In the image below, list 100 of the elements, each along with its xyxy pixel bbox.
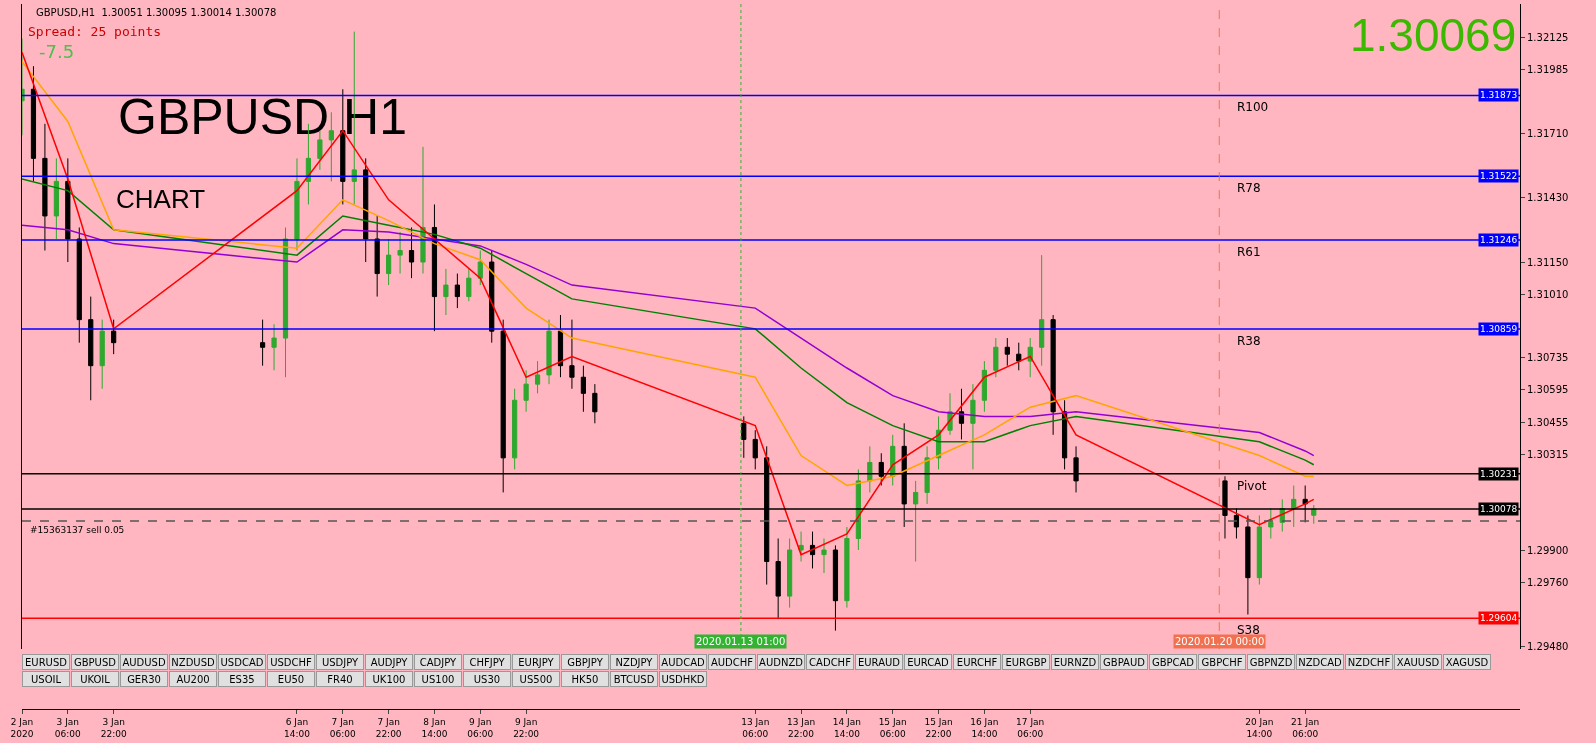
candlestick: [523, 369, 529, 413]
symbol-button: GBPCAD: [1149, 654, 1197, 670]
ref-line-label: R61: [1237, 245, 1261, 259]
candlestick: [363, 157, 369, 263]
candlestick: [30, 65, 37, 182]
ref-line-label: 2020.01.13 01:00: [696, 636, 786, 647]
x-tick-label: 15 Jan 22:00: [924, 716, 953, 739]
candlestick: [454, 273, 460, 309]
candlestick: [1039, 254, 1045, 367]
x-tick-label: 6 Jan 14:00: [284, 716, 311, 739]
symbol-button: AUDCAD: [659, 654, 707, 670]
x-tick-label: 7 Jan 06:00: [329, 716, 357, 739]
symbol-button: XAGUSD: [1443, 654, 1491, 670]
y-tick-label: 1.30735: [1527, 352, 1569, 364]
candlestick: [477, 250, 483, 286]
y-tick-label: 1.31430: [1527, 192, 1569, 204]
ref-line-label: R78: [1237, 181, 1261, 195]
symbol-button: CADJPY: [414, 654, 462, 670]
symbol-button: GBPUSD: [71, 654, 119, 670]
symbol-button: AU200: [169, 671, 217, 687]
annotation: 1.31873: [1480, 90, 1518, 100]
candlestick: [592, 383, 598, 424]
symbol-button: US500: [512, 671, 560, 687]
candlestick: [1245, 514, 1251, 616]
text: CHART: [116, 184, 206, 214]
symbol-button: BTCUSD: [610, 671, 658, 687]
annotation: 1.31522: [1480, 171, 1518, 181]
x-tick-label: 9 Jan 06:00: [467, 716, 494, 739]
candlestick: [1016, 342, 1022, 371]
symbol-button: EURUSD: [22, 654, 70, 670]
y-tick-label: 1.29760: [1527, 576, 1569, 588]
symbol-button: USDHKD: [659, 671, 707, 687]
symbol-button: HK50: [561, 671, 609, 687]
symbol-button: CADCHF: [806, 654, 854, 670]
candlestick: [1311, 504, 1317, 525]
symbol-button: NZDCHF: [1345, 654, 1393, 670]
candlestick: [76, 226, 82, 344]
candlestick: [752, 429, 758, 470]
symbol-button: USDCAD: [218, 654, 266, 670]
candlestick: [981, 360, 987, 413]
symbol-button: NZDJPY: [610, 654, 658, 670]
symbol-button: EURNZD: [1051, 654, 1099, 670]
symbol-button: XAUUSD: [1394, 654, 1442, 670]
annotation: GBPUSD,H1 1.30051 1.30095 1.30014 1.30078: [36, 7, 277, 18]
candlestick: [534, 360, 541, 394]
y-tick-label: 1.30315: [1527, 448, 1569, 460]
candlestick: [99, 319, 105, 390]
x-tick-label: 15 Jan 06:00: [878, 716, 907, 739]
candlestick: [775, 537, 781, 620]
y-tick-label: 1.31010: [1527, 288, 1569, 300]
y-tick-label: 1.31150: [1527, 256, 1569, 268]
annotation: 1.31246: [1480, 235, 1518, 245]
symbol-button: EURGBP: [1002, 654, 1050, 670]
symbol-button: AUDJPY: [365, 654, 413, 670]
x-tick-label: 14 Jan 14:00: [832, 716, 861, 739]
symbol-button: GBPJPY: [561, 654, 609, 670]
line-series: [22, 224, 1315, 457]
y-tick-label: 1.31710: [1527, 127, 1569, 139]
candlestick: [443, 268, 449, 316]
symbol-button: EURAUD: [855, 654, 903, 670]
candlestick: [1050, 314, 1056, 436]
candlestick: [913, 480, 919, 563]
x-tick-label: 7 Jan 22:00: [375, 716, 402, 739]
candlestick: [821, 537, 827, 574]
annotation: 1.30231: [1480, 469, 1518, 479]
candlestick: [569, 319, 575, 390]
x-tick-label: 13 Jan 06:00: [741, 716, 770, 739]
candlestick: [512, 388, 518, 470]
y-tick-label: 1.32125: [1527, 31, 1569, 43]
symbol-button: US100: [414, 671, 462, 687]
symbol-button: NZDCAD: [1296, 654, 1344, 670]
symbol-button: UKOIL: [71, 671, 119, 687]
candlestick: [271, 323, 277, 371]
candlestick: [580, 365, 586, 413]
candlestick: [832, 544, 839, 632]
annotation: 1.30069: [1350, 9, 1517, 61]
ref-line-label: #15363137 sell 0.05: [30, 525, 125, 535]
symbol-button: GBPNZD: [1247, 654, 1295, 670]
candlestick: [970, 383, 976, 470]
x-tick-label: 3 Jan 22:00: [100, 716, 127, 739]
candlestick: [1256, 514, 1262, 586]
candlestick: [282, 226, 289, 378]
ref-line-label: Pivot: [1237, 479, 1267, 493]
candlestick: [53, 157, 59, 240]
symbol-button: UK100: [365, 671, 413, 687]
candlestick: [88, 296, 94, 401]
candlestick: [1004, 337, 1010, 367]
ref-line-label: R100: [1237, 100, 1269, 114]
candlestick: [431, 203, 438, 332]
symbol-button: GER30: [120, 671, 168, 687]
symbol-button: USDCHF: [267, 654, 315, 670]
symbol-button: GBPAUD: [1100, 654, 1148, 670]
y-tick-label: 1.31985: [1527, 64, 1569, 76]
candlestick: [294, 157, 300, 252]
candlestick: [958, 388, 965, 440]
candlestick: [328, 111, 334, 182]
x-tick-label: 21 Jan 06:00: [1291, 716, 1320, 739]
ref-line-label: S38: [1237, 623, 1260, 637]
ref-line-label: R38: [1237, 334, 1261, 348]
symbol-button: FR40: [316, 671, 364, 687]
